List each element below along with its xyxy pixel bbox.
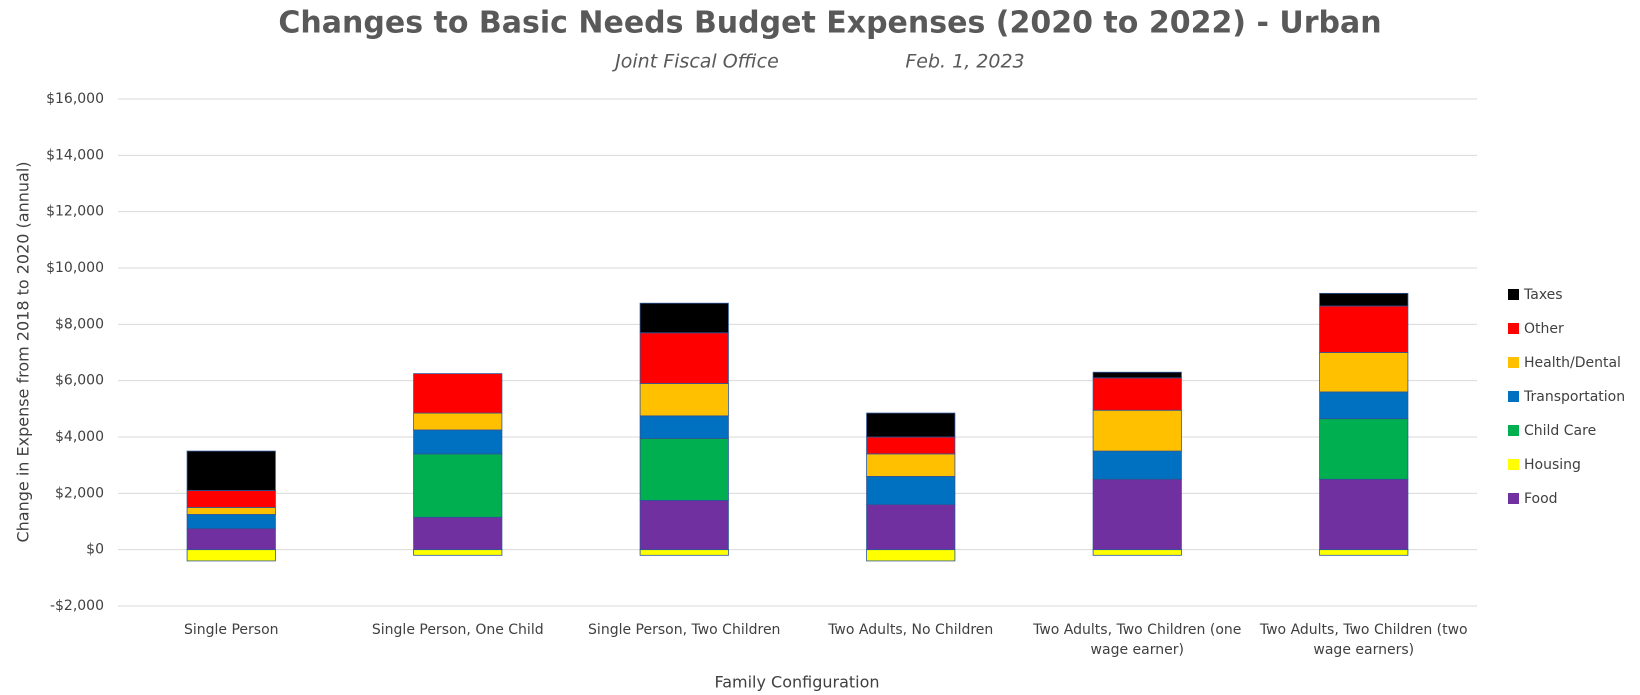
bar-segment [186, 549, 276, 562]
y-tick-label: $4,000 [55, 429, 104, 445]
y-tick-label: $12,000 [46, 204, 104, 220]
legend-label: Health/Dental [1524, 355, 1621, 371]
bar-segment [866, 453, 956, 477]
bar-segment [639, 549, 729, 556]
subtitle: Joint Fiscal Office [611, 51, 779, 73]
x-tick-label: Single Person, One Child [371, 622, 544, 638]
bar-segment [639, 438, 729, 501]
bar-segment [413, 412, 503, 431]
x-tick-label: Single Person [183, 622, 279, 638]
legend-swatch [1508, 459, 1519, 470]
legend-label: Child Care [1524, 423, 1596, 439]
y-tick-label: $8,000 [55, 316, 104, 332]
y-tick-label: $6,000 [55, 373, 104, 389]
legend-swatch [1508, 391, 1519, 402]
bar-segment [1092, 478, 1182, 551]
legend-label: Transportation [1523, 389, 1625, 405]
legend-label: Food [1524, 491, 1558, 507]
legend-swatch [1508, 493, 1519, 504]
bar-segment [1319, 418, 1409, 480]
legend-label: Housing [1524, 457, 1581, 473]
bar-segment [186, 514, 276, 529]
chart-title: Changes to Basic Needs Budget Expenses (… [278, 6, 1381, 41]
bar-segment [1319, 352, 1409, 393]
bar-segment [1319, 391, 1409, 420]
x-tick-label: Two Adults, No Children [828, 622, 994, 638]
bar-segment [413, 453, 503, 518]
y-tick-label: -$2,000 [50, 598, 104, 614]
bar-segment [413, 549, 503, 556]
bar-segment [639, 499, 729, 551]
bar-segment [866, 436, 956, 455]
bar-segment [1319, 478, 1409, 551]
bar-segment [1319, 305, 1409, 353]
x-tick-label: Two Adults, Two Children (one wage earne… [1033, 622, 1242, 658]
y-tick-label: $10,000 [46, 260, 104, 276]
y-tick-label: $14,000 [46, 147, 104, 163]
bar-segment [1319, 549, 1409, 556]
legend-label: Taxes [1523, 287, 1563, 303]
y-tick-label: $2,000 [55, 485, 104, 501]
legend-swatch [1508, 289, 1519, 300]
y-tick-label: $16,000 [46, 91, 104, 107]
legend-label: Other [1524, 321, 1564, 337]
legend-swatch [1508, 323, 1519, 334]
legend-swatch [1508, 357, 1519, 368]
bar-segment [639, 383, 729, 417]
bar-segment [866, 412, 956, 438]
bar-segment [1092, 450, 1182, 480]
bar-segment [186, 528, 276, 551]
bar-segment [413, 516, 503, 551]
bar-segment [413, 373, 503, 414]
bar-segment [1319, 292, 1409, 307]
y-axis-title: Change in Expense from 2018 to 2020 (ann… [14, 161, 33, 542]
bar-segment [1092, 409, 1182, 452]
bar-segment [639, 302, 729, 334]
x-tick-label: Two Adults, Two Children (two wage earne… [1259, 622, 1468, 658]
bar-segment [1092, 377, 1182, 411]
bar-segment [1092, 371, 1182, 379]
bar-segment [186, 490, 276, 508]
x-tick-label: Single Person, Two Children [588, 622, 781, 638]
bar-segment [186, 450, 276, 491]
bar-segment [866, 549, 956, 562]
bar-segment [639, 332, 729, 384]
bar-segment [1092, 549, 1182, 556]
y-tick-label: $0 [86, 542, 104, 558]
bar-segment [413, 429, 503, 455]
x-axis-title: Family Configuration [714, 673, 879, 692]
bar-segment [639, 415, 729, 439]
bar-segment [186, 507, 276, 515]
bar-segment [866, 476, 956, 505]
bar-segment [866, 504, 956, 551]
legend-swatch [1508, 425, 1519, 436]
date: Feb. 1, 2023 [905, 51, 1024, 73]
